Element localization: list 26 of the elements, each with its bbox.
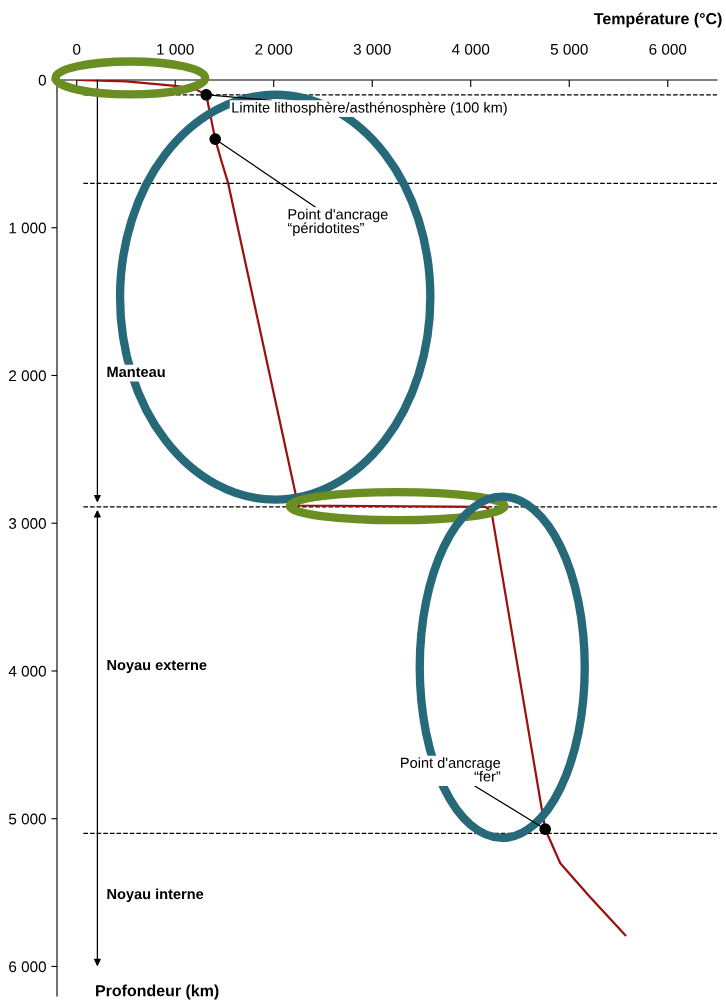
annotation: Point d'ancrage “péridotites”	[287, 208, 388, 237]
y-tick-label: 2 000	[9, 370, 46, 382]
y-tick-label: 0	[38, 74, 46, 86]
annotation: Manteau	[107, 366, 165, 378]
x-tick-label: 2 000	[255, 43, 293, 55]
annotation: Noyau externe	[107, 659, 207, 674]
y-tick-label: 6 000	[9, 961, 46, 973]
x-tick-label: 1 000	[157, 43, 194, 55]
point	[209, 133, 222, 145]
annotation: Point d'ancrage “fer”	[401, 757, 501, 782]
line-series	[77, 80, 627, 937]
y-axis-title: Profondeur (km)	[96, 984, 219, 1000]
y-tick-label: 3 000	[8, 518, 46, 529]
annotation: Noyau interne	[107, 888, 204, 903]
y-tick-label: 4 000	[8, 665, 46, 677]
y-tick-label: 1 000	[9, 222, 46, 234]
y-tick-label: 5 000	[8, 813, 46, 825]
x-tick-label: 5 000	[550, 43, 588, 55]
annotation: Limite lithosphère/asthénosphère (100 km)	[232, 101, 507, 116]
x-tick-label: 6 000	[649, 43, 687, 55]
point	[539, 823, 552, 836]
x-tick-label: 4 000	[451, 43, 490, 55]
point	[200, 88, 213, 101]
x-tick-label: 3 000	[353, 43, 391, 55]
x-axis-title: Température (°C)	[593, 12, 722, 28]
x-tick-label: 0	[73, 43, 81, 55]
